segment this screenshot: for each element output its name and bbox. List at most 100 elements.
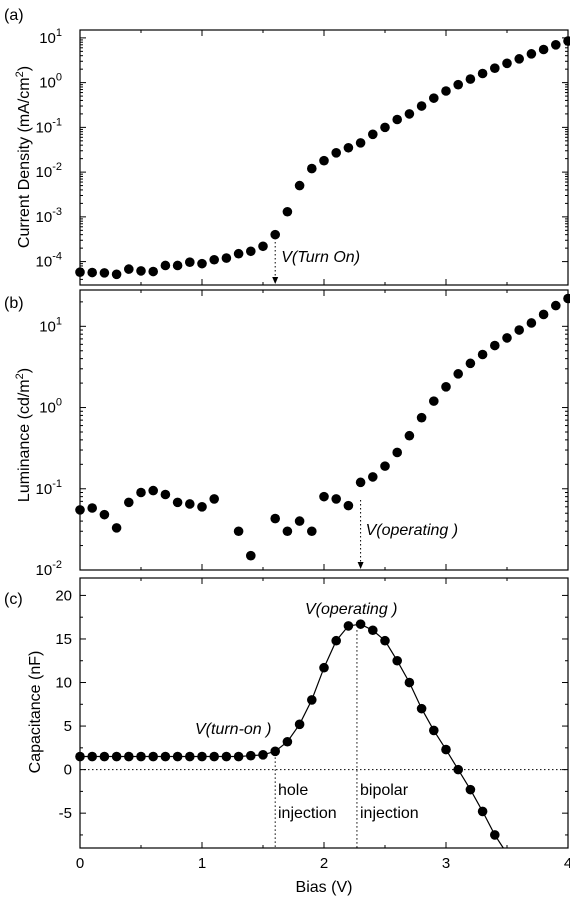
data-point — [368, 472, 378, 482]
data-point — [148, 266, 158, 277]
data-point — [209, 494, 219, 504]
data-point — [502, 58, 512, 69]
data-point — [551, 300, 561, 311]
data-point — [355, 619, 366, 629]
data-point — [319, 155, 329, 166]
data-point — [307, 526, 317, 537]
x-tick-label: 4 — [564, 855, 570, 872]
data-point — [172, 751, 183, 762]
panel-b-luminance: (b) Luminance (cd/m2) 10-2 10-1 100 101 V(o… — [4, 289, 570, 579]
data-point — [429, 725, 439, 736]
data-point — [270, 229, 281, 240]
data-point — [294, 719, 305, 730]
y-tick-label: 100 — [39, 72, 62, 92]
data-point — [282, 206, 293, 217]
data-point — [307, 163, 317, 174]
data-point — [136, 487, 146, 498]
data-point — [477, 806, 488, 817]
data-point — [538, 309, 549, 320]
data-point — [221, 751, 232, 762]
data-point — [111, 523, 122, 533]
data-point — [453, 764, 464, 775]
data-point — [490, 830, 500, 840]
y-axis-label-a: Current Density (mA/cm2) — [14, 66, 33, 248]
data-point — [392, 114, 403, 125]
data-point — [282, 526, 293, 537]
data-point — [453, 369, 464, 379]
y-tick-label: 20 — [55, 587, 72, 604]
data-point — [185, 257, 195, 267]
data-point — [209, 254, 219, 265]
data-point — [319, 491, 329, 502]
data-points-b — [75, 293, 570, 561]
data-point — [148, 485, 158, 496]
data-point — [551, 40, 561, 50]
y-ticks-a: 10-4 10-3 10-2 10-1 100 101 — [36, 27, 569, 286]
data-point — [75, 505, 85, 515]
y-tick-label: 10-1 — [36, 116, 62, 136]
y-tick-label: 5 — [64, 718, 72, 735]
data-point — [441, 86, 451, 96]
data-point — [490, 340, 500, 351]
operating-annotation-c: V(operating ) — [305, 601, 398, 618]
data-point — [563, 293, 570, 304]
data-point — [416, 412, 427, 423]
data-point — [197, 751, 207, 762]
data-point — [294, 180, 305, 191]
data-point — [87, 751, 97, 762]
data-point — [258, 750, 268, 760]
data-point — [502, 333, 512, 343]
data-point — [465, 74, 476, 84]
data-point — [233, 248, 244, 259]
data-point — [477, 349, 488, 360]
data-point — [160, 751, 171, 762]
data-point — [246, 550, 256, 561]
data-point — [148, 751, 158, 762]
data-point — [465, 358, 476, 369]
data-point — [209, 751, 219, 762]
y-ticks-b: 10-2 10-1 100 101 — [36, 290, 569, 579]
data-point — [87, 503, 97, 513]
y-tick-label: 15 — [55, 631, 72, 648]
data-point — [490, 63, 500, 74]
y-tick-label: 10-3 — [36, 206, 62, 226]
data-point — [477, 68, 488, 79]
y-tick-label: 10-1 — [36, 478, 62, 498]
data-point — [343, 621, 354, 631]
data-point — [404, 430, 415, 441]
data-point — [270, 513, 281, 524]
data-point — [87, 267, 97, 278]
data-point — [136, 751, 146, 762]
data-point — [441, 382, 451, 392]
y-tick-label: 10-2 — [36, 161, 62, 181]
x-axis-label: Bias (V) — [296, 879, 353, 896]
panel-label-a: (a) — [4, 7, 24, 24]
hole-injection-label-2: injection — [278, 805, 337, 822]
data-point — [282, 736, 293, 747]
data-point — [111, 269, 122, 280]
data-point — [172, 260, 183, 271]
data-point — [404, 677, 415, 688]
data-point — [368, 625, 378, 636]
panel-label-b: (b) — [4, 295, 24, 312]
y-tick-label: 101 — [39, 27, 62, 47]
data-point — [392, 447, 403, 458]
data-point — [99, 509, 110, 520]
panel-label-c: (c) — [4, 591, 23, 608]
panel-a-current-density: (a) Current Density (mA/cm2) 10-410-310-… — [4, 7, 570, 286]
data-point — [343, 500, 354, 511]
data-point — [270, 746, 281, 757]
data-point — [319, 662, 329, 673]
data-point — [294, 516, 305, 526]
y-tick-label: 101 — [39, 315, 62, 335]
data-point — [185, 499, 195, 509]
y-tick-label: 10 — [55, 675, 72, 692]
data-point — [99, 268, 110, 278]
data-point — [258, 241, 268, 252]
y-axis-label-b: Luminance (cd/m2) — [14, 368, 33, 502]
data-point — [331, 148, 342, 158]
data-point — [75, 267, 85, 277]
data-point — [246, 750, 256, 761]
x-tick-label: 2 — [320, 855, 328, 872]
data-point — [416, 703, 427, 714]
